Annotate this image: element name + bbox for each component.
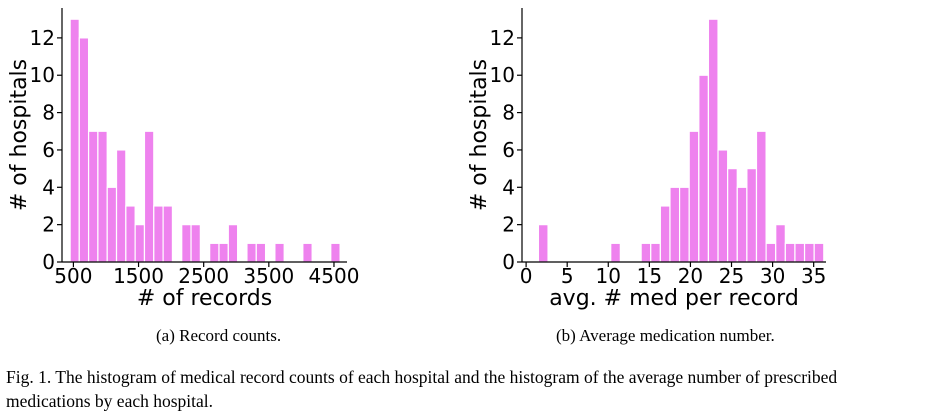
y-tick-label: 6 xyxy=(502,138,515,162)
x-tick-label: 20 xyxy=(678,264,703,288)
histogram-bar xyxy=(69,18,80,263)
x-tick-label: 3500 xyxy=(243,264,294,288)
histogram-bar xyxy=(650,242,661,263)
histogram-bar xyxy=(218,242,229,263)
histogram-bar xyxy=(746,168,758,263)
histogram-bar xyxy=(209,242,220,263)
histogram-bar xyxy=(717,149,729,263)
histogram-bar xyxy=(537,224,549,263)
x-tick-label: 15 xyxy=(637,264,662,288)
histogram-bar xyxy=(727,168,738,263)
histogram-bar xyxy=(227,224,239,263)
histogram-bar xyxy=(678,186,690,263)
subcaption-b: (b) Average medication number. xyxy=(556,326,775,345)
chart-panel-a: 0 2 4 6 8 10 12 500 1500 2500 3500 4500 # of records… xyxy=(7,8,359,311)
histogram-bar xyxy=(698,74,710,263)
histogram-bar xyxy=(610,242,621,263)
y-tick-label: 12 xyxy=(490,26,515,50)
y-tick-label: 10 xyxy=(30,63,55,87)
x-axis-label: avg. # med per record xyxy=(549,286,799,311)
histogram-bar xyxy=(765,242,777,263)
x-tick-label: 5 xyxy=(561,264,574,288)
subcaption-a: (a) Record counts. xyxy=(156,326,282,345)
histogram-bar xyxy=(87,130,99,263)
histogram-bar xyxy=(707,18,719,263)
x-tick-label: 2500 xyxy=(178,264,229,288)
y-tick-label: 2 xyxy=(42,213,55,237)
y-axis-label: # of hospitals xyxy=(7,59,32,211)
histogram-bar xyxy=(190,224,201,263)
histogram-bar xyxy=(688,130,700,263)
y-tick-label: 4 xyxy=(502,175,515,199)
histogram-bar xyxy=(813,242,825,263)
histogram-bar xyxy=(659,205,671,263)
histogram-bar xyxy=(794,242,806,263)
histogram-bar xyxy=(640,242,652,263)
histogram-bar xyxy=(125,205,136,263)
y-tick-label: 12 xyxy=(30,26,55,50)
histogram-bar xyxy=(162,205,174,263)
histogram-bar xyxy=(255,242,267,263)
y-tick-label: 8 xyxy=(502,101,515,125)
y-tick-label: 6 xyxy=(42,138,55,162)
histogram-bar xyxy=(153,205,164,263)
y-tick-label: 10 xyxy=(490,63,515,87)
y-tick-label: 0 xyxy=(42,250,55,274)
histogram-bar xyxy=(736,186,748,263)
x-tick-label: 30 xyxy=(760,264,785,288)
histogram-bar xyxy=(755,130,767,263)
histogram-bar xyxy=(775,224,786,263)
histogram-bar xyxy=(181,224,192,263)
histogram-bar xyxy=(143,130,155,263)
histogram-bar xyxy=(246,242,257,263)
histogram-bar xyxy=(97,130,108,263)
histogram-bar xyxy=(784,242,796,263)
x-tick-label: 25 xyxy=(719,264,744,288)
x-tick-label: 10 xyxy=(596,264,621,288)
y-axis-label: # of hospitals xyxy=(467,59,492,211)
x-tick-label: 500 xyxy=(54,264,92,288)
x-tick-label: 1500 xyxy=(113,264,164,288)
x-axis-label: # of records xyxy=(137,286,272,311)
x-tick-label: 35 xyxy=(801,264,826,288)
histogram-bar xyxy=(302,242,313,263)
histogram-bar xyxy=(669,186,681,263)
histogram-bar xyxy=(115,149,127,263)
y-tick-label: 0 xyxy=(502,250,515,274)
histogram-bar xyxy=(274,242,285,263)
x-tick-label: 4500 xyxy=(309,264,360,288)
y-tick-label: 2 xyxy=(502,213,515,237)
histogram-bar xyxy=(330,242,341,263)
histogram-bar xyxy=(106,186,118,263)
histogram-bar xyxy=(134,224,146,263)
histogram-bar xyxy=(803,242,815,263)
y-tick-label: 8 xyxy=(42,101,55,125)
figure-caption: Fig. 1. The histogram of medical record … xyxy=(6,367,838,411)
y-tick-label: 4 xyxy=(42,175,55,199)
histogram-bar xyxy=(78,37,90,263)
x-tick-label: 0 xyxy=(520,264,533,288)
